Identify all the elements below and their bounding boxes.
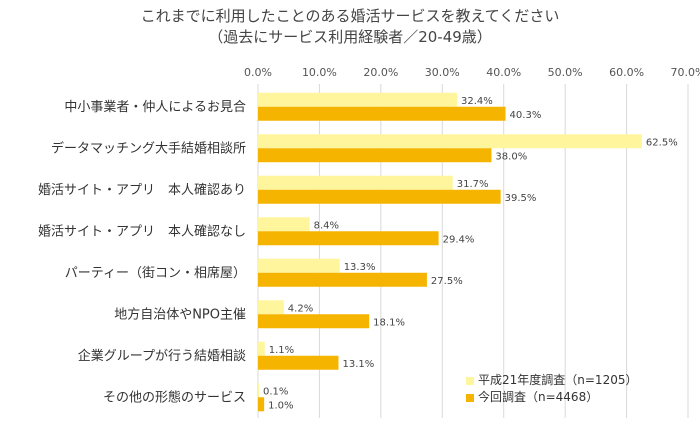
bar-value-label: 13.1% bbox=[342, 359, 374, 370]
bar-series-2 bbox=[258, 314, 370, 329]
bar-series-1 bbox=[258, 258, 340, 273]
bar-value-label: 29.4% bbox=[443, 234, 475, 245]
bar-value-label: 8.4% bbox=[314, 220, 339, 231]
category-label: データマッチング大手結婚相談所 bbox=[51, 140, 246, 156]
x-tick-label: 40.0% bbox=[486, 66, 521, 79]
category-label: 地方自治体やNPO主催 bbox=[114, 306, 246, 322]
bar-value-label: 0.1% bbox=[263, 386, 288, 397]
bar-value-label: 38.0% bbox=[495, 151, 527, 162]
legend-swatch-series-1 bbox=[466, 376, 474, 385]
bar-series-2 bbox=[258, 106, 506, 121]
category-label: その他の形態のサービス bbox=[103, 389, 246, 405]
bar-series-2 bbox=[258, 272, 427, 287]
bar-series-1 bbox=[258, 92, 458, 107]
category-label: 婚活サイト・アプリ 本人確認なし bbox=[38, 223, 246, 239]
bar-series-1 bbox=[258, 341, 265, 356]
bar-series-2 bbox=[258, 189, 501, 204]
chart-legend: 平成21年度調査（n=1205） 今回調査（n=4468） bbox=[466, 372, 637, 406]
bar-series-1 bbox=[258, 134, 642, 149]
bar-value-label: 13.3% bbox=[344, 262, 376, 273]
chart-title: これまでに利用したことのある婚活サービスを教えてください bbox=[140, 7, 560, 25]
category-label: 中小事業者・仲人によるお見合 bbox=[64, 99, 246, 115]
x-tick-label: 30.0% bbox=[425, 66, 460, 79]
bar-series-1 bbox=[258, 300, 284, 315]
legend-label-series-1: 平成21年度調査（n=1205） bbox=[478, 373, 638, 387]
bar-value-label: 27.5% bbox=[431, 276, 463, 287]
bar-series-2 bbox=[258, 231, 439, 246]
legend-label-series-2: 今回調査（n=4468） bbox=[478, 390, 599, 404]
bar-value-label: 31.7% bbox=[457, 179, 489, 190]
bar-series-1 bbox=[258, 175, 453, 190]
legend-item-series-2: 今回調査（n=4468） bbox=[466, 389, 637, 406]
x-tick-label: 50.0% bbox=[548, 66, 583, 79]
x-tick-label: 60.0% bbox=[609, 66, 644, 79]
x-tick-label: 20.0% bbox=[363, 66, 398, 79]
chart-title-block: これまでに利用したことのある婚活サービスを教えてください （過去にサービス利用経… bbox=[0, 6, 700, 48]
chart-subtitle: （過去にサービス利用経験者／20-49歳） bbox=[208, 28, 492, 46]
bar-series-1 bbox=[258, 383, 259, 398]
bar-series-2 bbox=[258, 397, 265, 412]
legend-item-series-1: 平成21年度調査（n=1205） bbox=[466, 372, 637, 389]
bar-value-label: 4.2% bbox=[288, 303, 313, 314]
category-label: 企業グループが行う結婚相談 bbox=[78, 348, 246, 364]
bar-value-label: 32.4% bbox=[461, 96, 493, 107]
category-label: パーティー（街コン・相席屋） bbox=[65, 265, 246, 281]
x-tick-label: 70.0% bbox=[671, 66, 700, 79]
bar-value-label: 39.5% bbox=[505, 193, 537, 204]
bar-series-2 bbox=[258, 148, 492, 163]
category-label: 婚活サイト・アプリ 本人確認あり bbox=[38, 182, 246, 198]
bar-series-1 bbox=[258, 217, 310, 232]
x-tick-label: 10.0% bbox=[302, 66, 337, 79]
legend-swatch-series-2 bbox=[466, 393, 474, 402]
bar-value-label: 18.1% bbox=[373, 317, 405, 328]
x-tick-label: 0.0% bbox=[244, 66, 272, 79]
bar-series-2 bbox=[258, 355, 339, 370]
bar-value-label: 62.5% bbox=[646, 137, 678, 148]
bar-value-label: 40.3% bbox=[510, 110, 542, 121]
bar-value-label: 1.1% bbox=[269, 345, 294, 356]
bar-value-label: 1.0% bbox=[268, 400, 293, 411]
